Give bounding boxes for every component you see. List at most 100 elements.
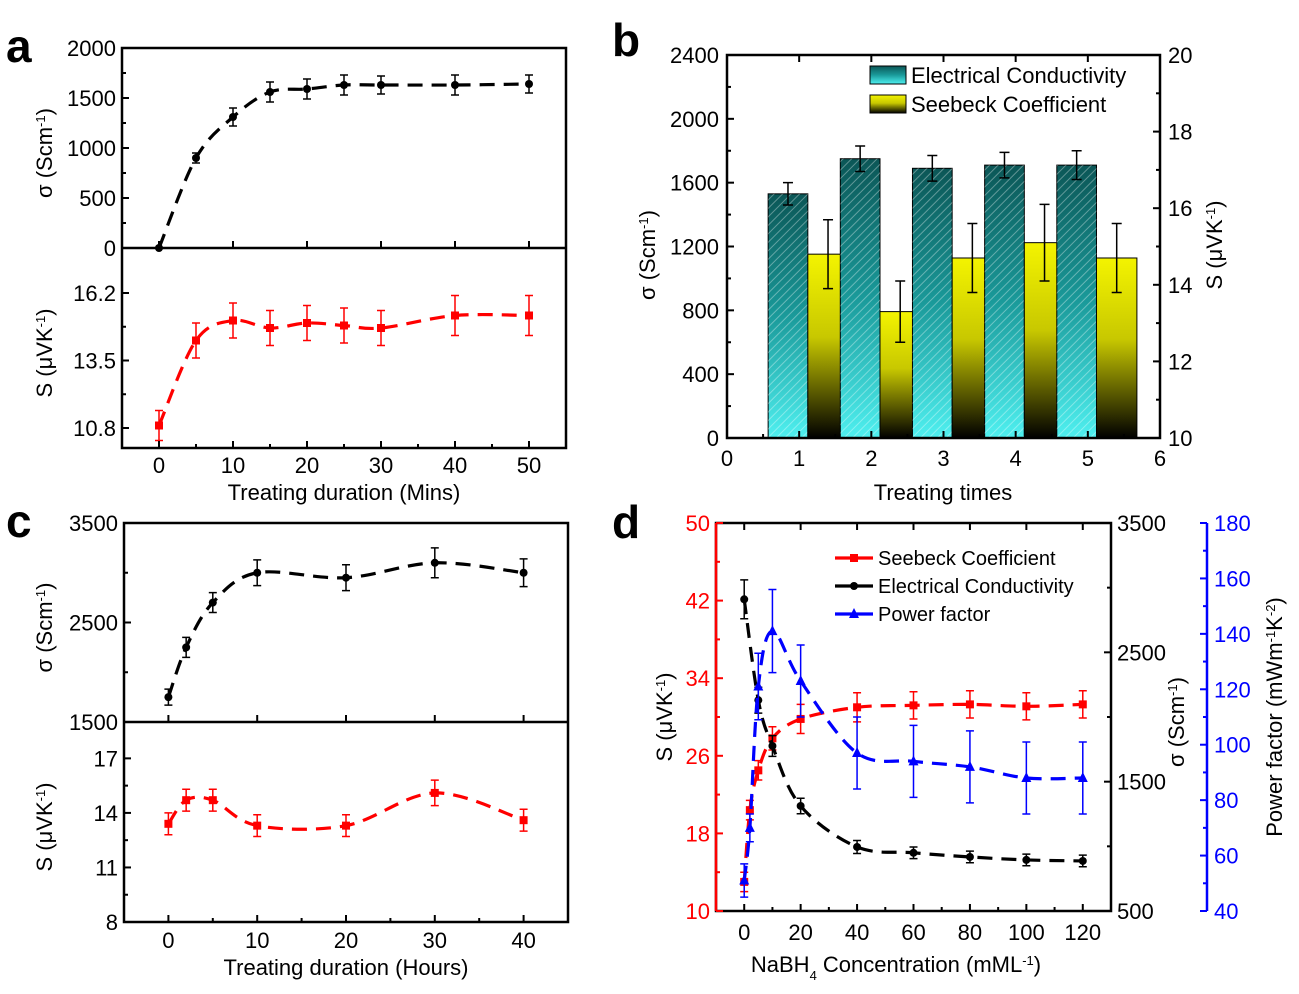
x-tick-label: 40 xyxy=(443,453,467,478)
y-tick-label: 500 xyxy=(1117,899,1154,924)
seebeck-data-point xyxy=(745,806,754,815)
conductivity-data-point xyxy=(208,598,217,607)
power-factor-data-point xyxy=(852,747,863,758)
power-factor-data-point xyxy=(964,760,975,771)
label-part: -1 xyxy=(653,680,668,692)
y-tick-label: 160 xyxy=(1214,566,1251,591)
x-tick-label: 0 xyxy=(721,446,733,471)
conductivity-data-point xyxy=(340,81,348,89)
panel-letter-d: d xyxy=(612,496,640,548)
conductivity-data-point xyxy=(965,852,974,861)
power-factor-data-point xyxy=(908,755,919,766)
x-tick-label: 20 xyxy=(334,928,358,953)
y-tick-label: 180 xyxy=(1214,511,1251,536)
x-tick-label: 5 xyxy=(1082,446,1094,471)
legend-marker-seebeck xyxy=(850,554,858,562)
legend-label-seebeck: Seebeck Coefficient xyxy=(878,548,1056,570)
conductivity-data-point xyxy=(430,558,439,567)
y-tick-label: 50 xyxy=(686,511,710,536)
label-part: Power factor (mWm xyxy=(1262,642,1287,836)
y-tick-label: 16.2 xyxy=(73,281,116,306)
bar-error-bar xyxy=(855,145,866,173)
y-tick-label: 60 xyxy=(1214,844,1238,869)
y-tick-label: 500 xyxy=(79,186,116,211)
x-tick-label: 10 xyxy=(245,928,269,953)
seebeck-data-point xyxy=(519,816,528,825)
y-tick-label: 400 xyxy=(682,362,719,387)
y-tick-label: 20 xyxy=(1168,43,1192,68)
y-axis-label-conductivity: σ (Scm-1) xyxy=(1164,677,1189,767)
y-tick-label: 1500 xyxy=(67,86,116,111)
legend-swatch-seebeck-coefficient xyxy=(869,94,907,114)
panel-letter-a: a xyxy=(6,20,32,72)
conductivity-dashed-line xyxy=(157,82,530,249)
bar-hatch xyxy=(840,158,880,438)
label-part: ) xyxy=(1262,597,1287,604)
label-part: -1 xyxy=(33,115,48,127)
y-tick-label: 120 xyxy=(1214,677,1251,702)
y-tick-label: 2500 xyxy=(69,611,118,636)
seebeck-data-point xyxy=(525,311,533,320)
seebeck-dashed-line xyxy=(157,312,530,427)
y-tick-label: 1500 xyxy=(1117,770,1166,795)
label-part: -1 xyxy=(33,316,48,328)
y-tick-label: 14 xyxy=(1168,273,1192,298)
y-tick-label: 34 xyxy=(686,666,710,691)
seebeck-data-point xyxy=(253,821,262,830)
x-tick-label: 20 xyxy=(788,920,812,945)
seebeck-data-point xyxy=(164,819,173,828)
conductivity-data-point xyxy=(853,842,862,851)
label-part: Concentration (mML xyxy=(817,952,1022,977)
seebeck-data-point xyxy=(1022,702,1031,711)
label-part: ) xyxy=(32,308,57,315)
bar-error-bar xyxy=(967,222,978,294)
conductivity-data-point xyxy=(519,568,528,577)
y-axis-label-conductivity: σ (Scm-1) xyxy=(32,108,57,198)
bar-error-bar xyxy=(1111,222,1122,294)
seebeck-data-point xyxy=(430,788,439,797)
y-tick-label: 2500 xyxy=(1117,640,1166,665)
bar-hatch xyxy=(912,168,953,438)
legend-marker-power-factor xyxy=(849,608,859,618)
label-part: -1 xyxy=(33,790,48,802)
label-part: σ (Scm xyxy=(32,601,57,672)
seebeck-data-point xyxy=(266,324,274,332)
y-axis-label-seebeck: S (μVK-1) xyxy=(652,672,677,761)
y-tick-label: 11 xyxy=(95,855,118,880)
y-axis-label-conductivity: σ (Scm-1) xyxy=(635,210,660,300)
label-part: -1 xyxy=(1022,953,1034,968)
conductivity-data-point xyxy=(1078,856,1087,865)
power-factor-data-point xyxy=(753,680,764,691)
y-axis-label-seebeck: S (μVK-1) xyxy=(1202,200,1227,289)
seebeck-data-point xyxy=(909,701,918,710)
label-part: K xyxy=(1262,616,1287,631)
x-tick-label: 30 xyxy=(369,453,393,478)
seebeck-data-point xyxy=(303,319,311,327)
label-part: S (μVK xyxy=(652,691,677,761)
seebeck-data-point xyxy=(451,311,459,320)
label-part: -1 xyxy=(1165,684,1180,696)
y-tick-label: 10 xyxy=(686,899,710,924)
x-tick-label: 0 xyxy=(738,920,750,945)
conductivity-data-point xyxy=(182,643,191,652)
legend-label-electrical-conductivity: Electrical Conductivity xyxy=(911,63,1126,88)
legend-marker-conductivity xyxy=(850,582,858,590)
conductivity-data-point xyxy=(377,81,385,89)
x-tick-label: 40 xyxy=(511,928,535,953)
bar-error-bar xyxy=(1039,203,1050,282)
bar-error-bar xyxy=(823,218,834,290)
bar-error-bar xyxy=(999,151,1010,179)
x-tick-label: 4 xyxy=(1010,446,1022,471)
y-tick-label: 3500 xyxy=(69,511,118,536)
label-part: S (μVK xyxy=(1202,219,1227,289)
x-tick-label: 0 xyxy=(153,453,165,478)
legend-label-power-factor: Power factor xyxy=(878,604,991,626)
y-tick-label: 2000 xyxy=(67,36,116,61)
x-tick-label: 6 xyxy=(1154,446,1166,471)
conductivity-data-point xyxy=(192,154,200,162)
x-tick-label: 3 xyxy=(937,446,949,471)
label-part: σ (Scm xyxy=(32,127,57,198)
y-tick-label: 0 xyxy=(707,426,719,451)
label-part: σ (Scm xyxy=(635,229,660,300)
